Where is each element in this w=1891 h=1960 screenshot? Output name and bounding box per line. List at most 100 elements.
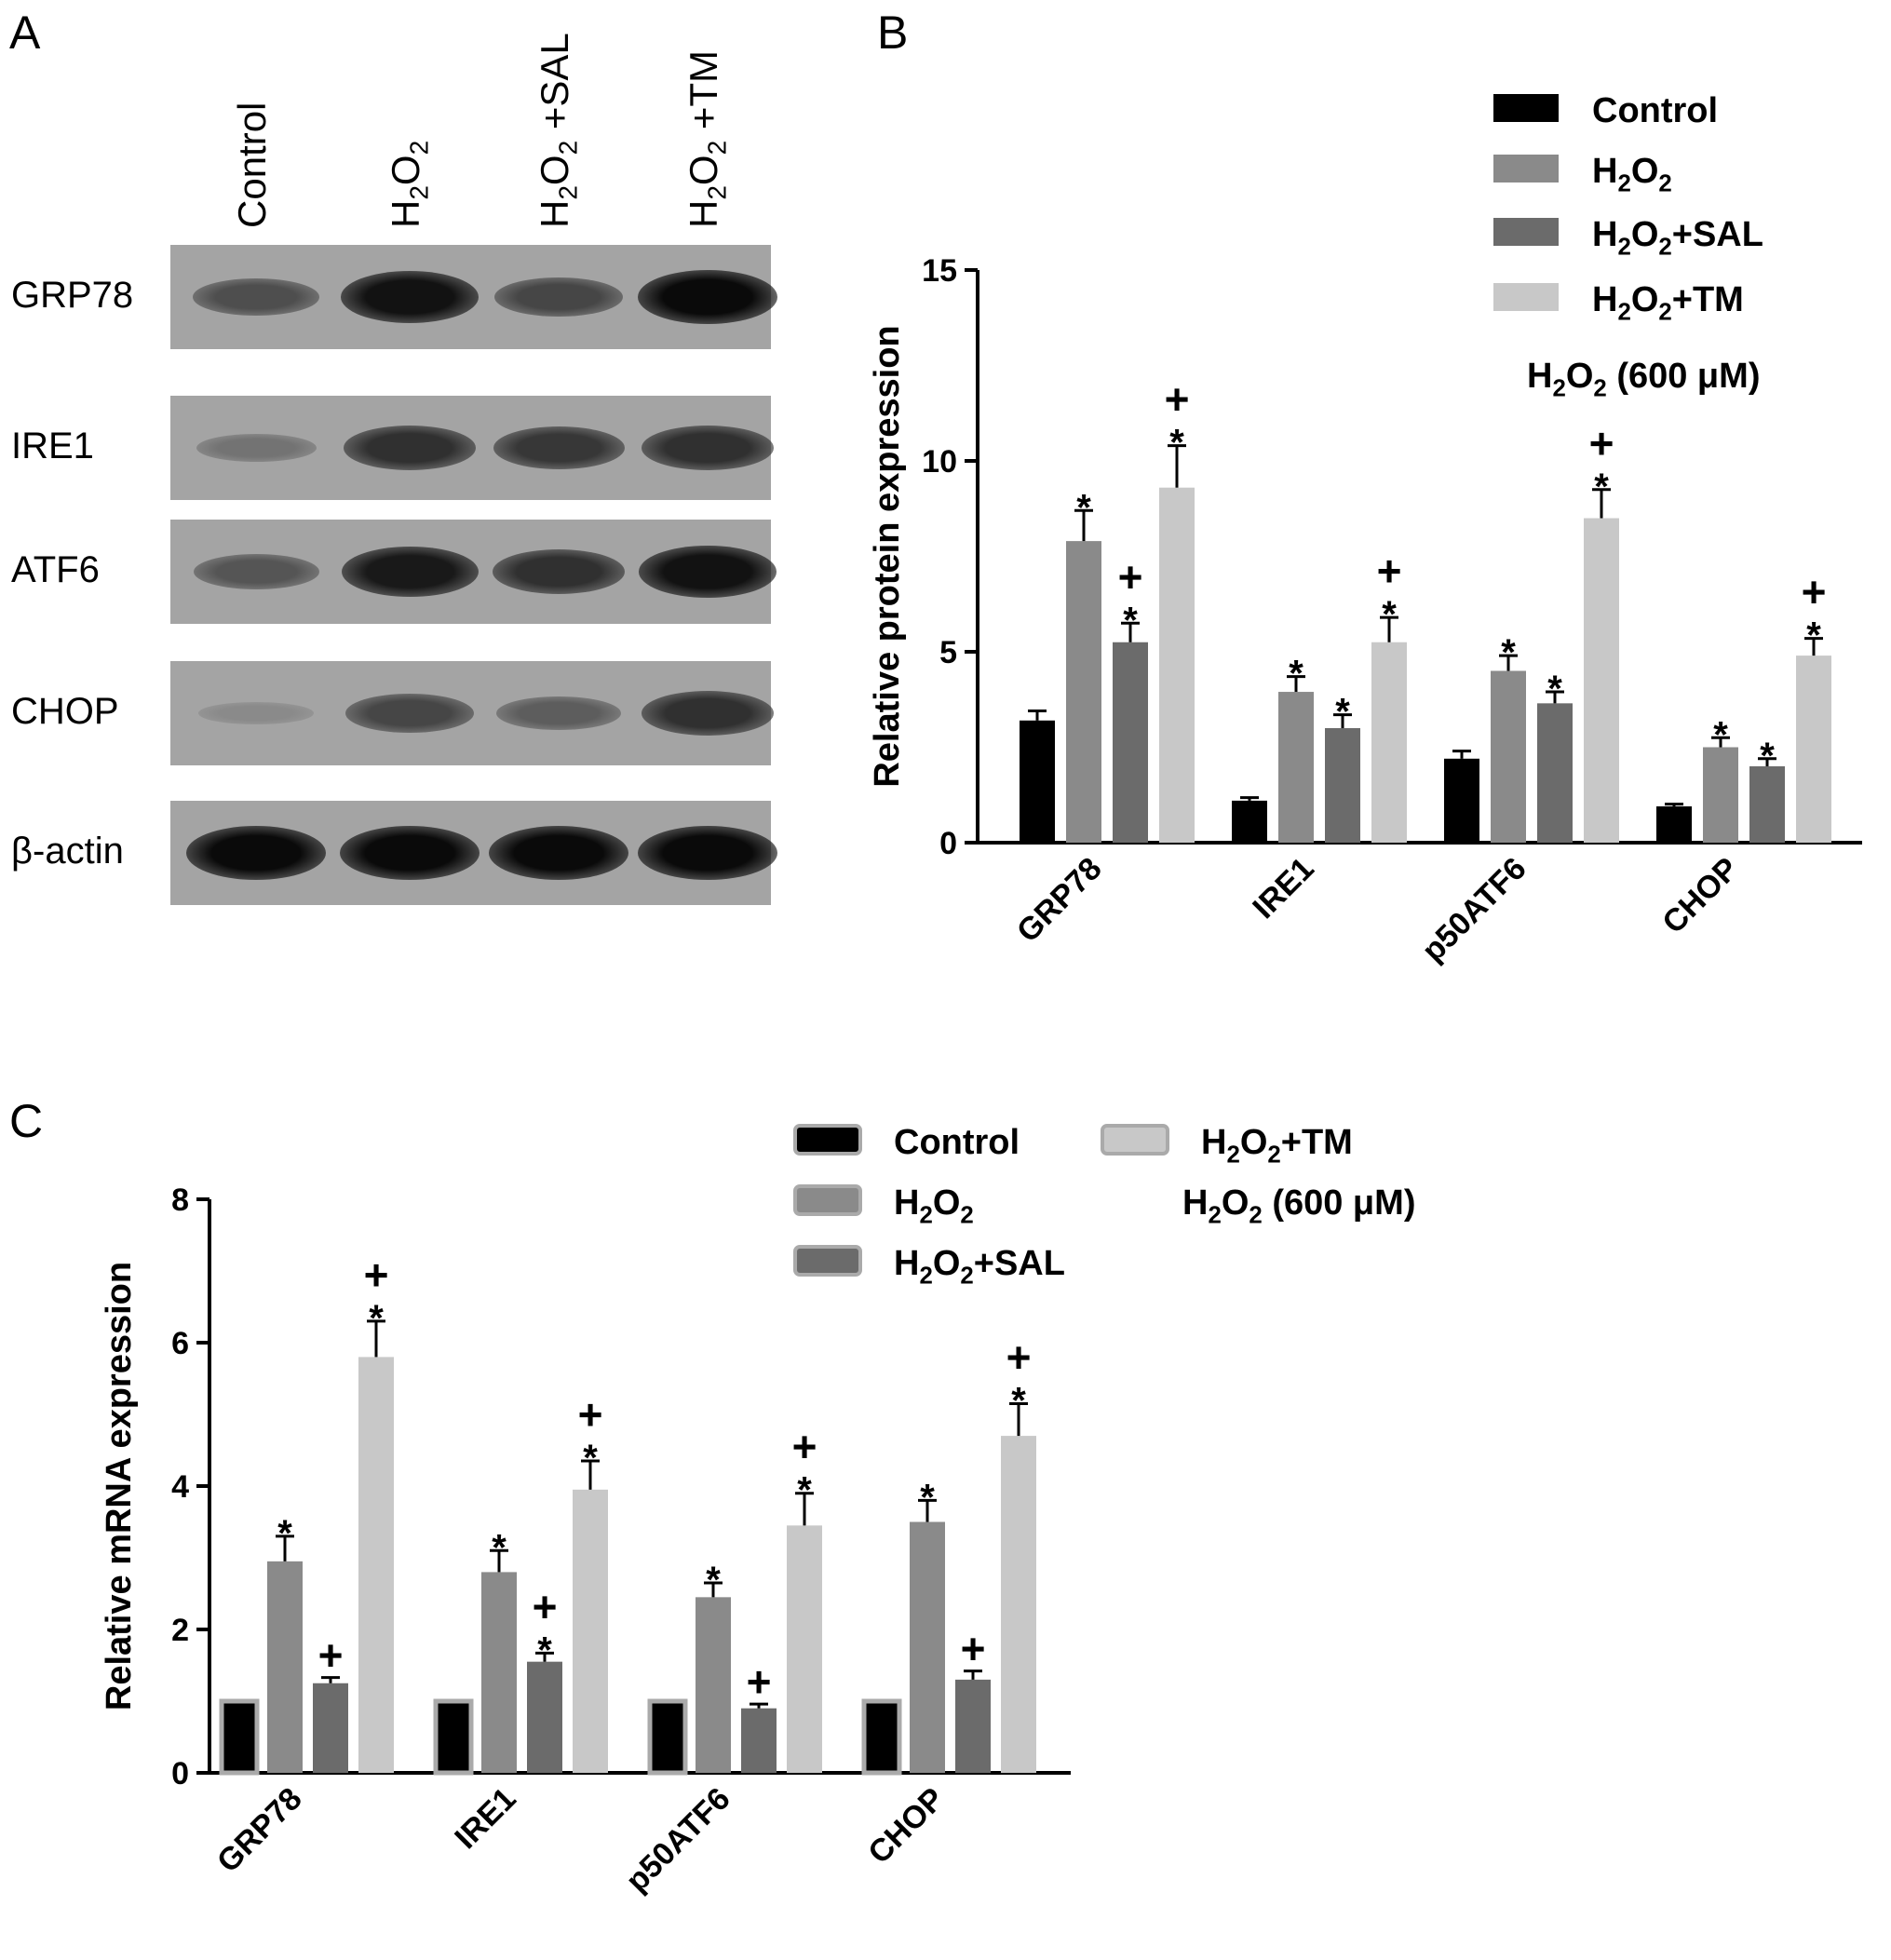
significance-plus: +: [1165, 375, 1190, 424]
blot-band: [492, 549, 626, 594]
significance-star: *: [1169, 423, 1184, 464]
bar: [787, 1525, 822, 1773]
legend-label: H2O2+TM: [1592, 280, 1744, 326]
condition-note: H2O2 (600 μM): [1182, 1183, 1416, 1229]
significance-plus: +: [364, 1250, 389, 1299]
condition-note: H2O2 (600 μM): [1527, 357, 1761, 402]
blot-band: [641, 426, 775, 470]
legend-swatch: [1493, 218, 1559, 246]
bar: [1001, 1436, 1036, 1773]
bar: [1584, 518, 1619, 843]
blot-row-label: GRP78: [11, 275, 134, 316]
legend-swatch: [1493, 155, 1559, 182]
legend-label: H2O2+SAL: [1592, 215, 1763, 261]
y-tick-label: 0: [171, 1756, 189, 1791]
significance-plus: +: [792, 1423, 817, 1471]
significance-star: *: [492, 1527, 507, 1568]
significance-star: *: [1713, 714, 1728, 755]
bar: [1066, 541, 1101, 843]
bar: [741, 1708, 777, 1773]
blot-band: [496, 696, 621, 730]
significance-star: *: [1806, 615, 1821, 656]
bar: [1278, 692, 1314, 843]
bar: [1159, 487, 1195, 843]
legend-label: H2O2: [894, 1183, 974, 1229]
blot-row-label: ATF6: [11, 549, 100, 590]
significance-plus: +: [1118, 552, 1143, 601]
y-tick-label: 0: [939, 826, 957, 861]
blot-row-label: β-actin: [11, 831, 124, 872]
bar: [1113, 642, 1148, 843]
x-tick-label: p50ATF6: [619, 1781, 737, 1899]
significance-plus: +: [1377, 547, 1402, 595]
bar: [1232, 800, 1267, 843]
significance-star: *: [1760, 736, 1775, 777]
significance-star: *: [1382, 594, 1397, 635]
significance-plus: +: [318, 1631, 344, 1680]
significance-star: *: [1011, 1380, 1026, 1421]
bar: [955, 1679, 991, 1773]
legend-swatch: [1101, 1124, 1169, 1156]
legend-label: H2O2+TM: [1201, 1123, 1353, 1169]
bar: [1371, 642, 1407, 843]
significance-star: *: [797, 1470, 812, 1511]
significance-star: *: [1501, 632, 1516, 673]
y-tick-label: 4: [171, 1469, 189, 1505]
significance-plus: +: [1802, 568, 1827, 616]
x-tick-label: p50ATF6: [1415, 851, 1533, 969]
legend-label: H2O2+SAL: [894, 1244, 1065, 1290]
blot-band: [494, 277, 623, 317]
significance-star: *: [583, 1438, 598, 1479]
bar: [1537, 703, 1573, 843]
significance-star: *: [920, 1477, 935, 1518]
significance-plus: +: [578, 1390, 603, 1439]
y-tick-label: 5: [939, 635, 957, 670]
x-tick-label: CHOP: [861, 1781, 951, 1871]
panel-letter-c: C: [9, 1095, 44, 1147]
blot-band: [638, 826, 777, 880]
bar: [313, 1683, 348, 1773]
bar: [1656, 806, 1692, 843]
y-tick-label: 15: [922, 253, 957, 289]
blot-band: [340, 271, 480, 323]
blot-band: [197, 702, 315, 724]
bar: [647, 1698, 688, 1776]
bar: [481, 1572, 517, 1773]
bar: [527, 1661, 562, 1773]
bar: [358, 1357, 394, 1773]
legend-swatch: [1493, 94, 1559, 122]
blot-band: [641, 691, 775, 736]
y-tick-label: 2: [171, 1613, 189, 1648]
significance-star: *: [1594, 466, 1609, 507]
bar: [1703, 747, 1738, 843]
significance-star: *: [1335, 692, 1350, 733]
y-axis-label: Relative mRNA expression: [100, 1262, 139, 1710]
blot-band: [193, 554, 319, 589]
significance-star: *: [537, 1629, 552, 1670]
significance-star: *: [1289, 654, 1303, 695]
legend-label: H2O2: [1592, 152, 1672, 197]
blot-band: [196, 434, 317, 462]
significance-star: *: [277, 1513, 292, 1554]
bar: [1020, 720, 1055, 843]
bar: [219, 1698, 260, 1776]
significance-plus: +: [1006, 1332, 1032, 1381]
blot-band: [186, 826, 326, 880]
blot-band: [638, 270, 777, 324]
bar: [1749, 766, 1785, 843]
legend-label: Control: [1592, 91, 1718, 130]
bar: [910, 1521, 945, 1773]
bar: [1444, 758, 1479, 843]
legend-label: Control: [894, 1123, 1020, 1162]
significance-star: *: [369, 1298, 384, 1339]
bar: [696, 1597, 731, 1773]
significance-plus: +: [747, 1657, 772, 1706]
x-tick-label: IRE1: [1246, 851, 1320, 926]
bar: [573, 1489, 608, 1773]
y-axis-label: Relative protein expression: [868, 325, 907, 787]
significance-star: *: [1123, 600, 1138, 641]
significance-plus: +: [533, 1582, 558, 1630]
x-tick-label: GRP78: [1010, 851, 1109, 950]
